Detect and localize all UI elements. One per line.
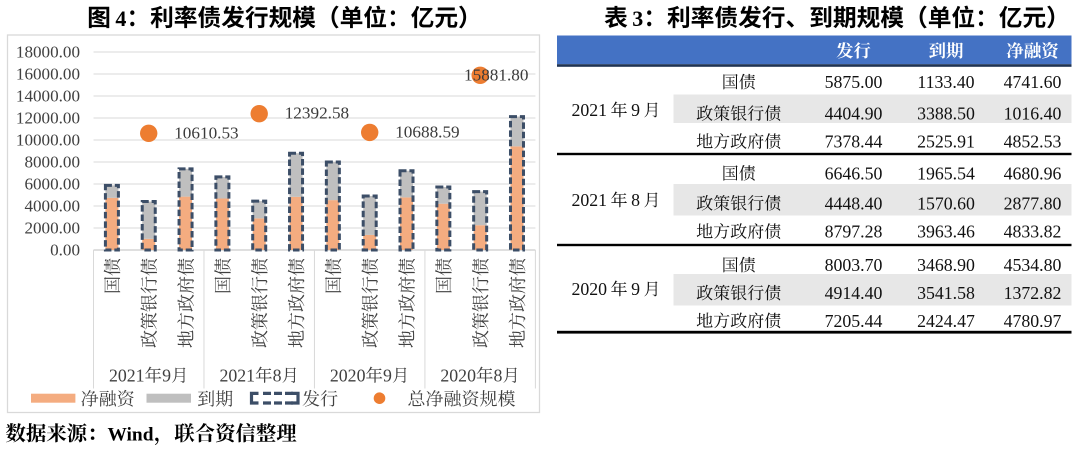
svg-text:7205.44: 7205.44 xyxy=(825,311,883,331)
svg-text:14000.00: 14000.00 xyxy=(16,87,80,106)
svg-text:4000.00: 4000.00 xyxy=(24,197,80,216)
svg-text:3541.58: 3541.58 xyxy=(917,283,975,303)
svg-text:10000.00: 10000.00 xyxy=(16,131,80,150)
svg-text:12392.58: 12392.58 xyxy=(285,104,349,123)
svg-text:4: 4 xyxy=(115,6,126,31)
svg-text:3963.46: 3963.46 xyxy=(917,222,975,242)
svg-text:8000.00: 8000.00 xyxy=(24,153,80,172)
svg-text:3: 3 xyxy=(632,6,643,31)
svg-text:12000.00: 12000.00 xyxy=(16,109,80,128)
svg-text:2020: 2020 xyxy=(440,366,476,386)
svg-text:2021: 2021 xyxy=(109,366,145,386)
svg-text:2525.91: 2525.91 xyxy=(917,132,975,152)
svg-text:4914.40: 4914.40 xyxy=(825,283,883,303)
svg-text:4404.90: 4404.90 xyxy=(825,104,883,124)
svg-text:6646.50: 6646.50 xyxy=(825,163,883,183)
svg-text:1570.60: 1570.60 xyxy=(917,193,975,213)
svg-text:9: 9 xyxy=(631,279,640,299)
svg-text:8797.28: 8797.28 xyxy=(825,222,883,242)
svg-text:5875.00: 5875.00 xyxy=(825,72,883,92)
svg-text:8: 8 xyxy=(494,366,503,386)
svg-text:2000.00: 2000.00 xyxy=(24,219,80,238)
svg-text:18000.00: 18000.00 xyxy=(16,43,80,62)
svg-text:2424.47: 2424.47 xyxy=(917,311,975,331)
svg-text:6000.00: 6000.00 xyxy=(24,175,80,194)
svg-text:1016.40: 1016.40 xyxy=(1004,104,1062,124)
svg-text:4833.82: 4833.82 xyxy=(1004,222,1062,242)
svg-text:2020: 2020 xyxy=(572,279,608,299)
svg-text:15881.80: 15881.80 xyxy=(464,65,528,84)
svg-text:9: 9 xyxy=(631,100,640,120)
svg-text:8: 8 xyxy=(273,366,282,386)
svg-text:10688.59: 10688.59 xyxy=(395,122,459,141)
svg-text:3388.50: 3388.50 xyxy=(917,104,975,124)
svg-text:4852.53: 4852.53 xyxy=(1004,132,1062,152)
svg-text:8: 8 xyxy=(631,190,640,210)
svg-text:2877.80: 2877.80 xyxy=(1004,193,1062,213)
svg-text:2020: 2020 xyxy=(330,366,366,386)
svg-text:2021: 2021 xyxy=(572,190,608,210)
svg-text:Wind: Wind xyxy=(108,425,154,446)
svg-text:8003.70: 8003.70 xyxy=(825,255,883,275)
svg-text:3468.90: 3468.90 xyxy=(917,255,975,275)
svg-text:4741.60: 4741.60 xyxy=(1004,72,1062,92)
svg-text:10610.53: 10610.53 xyxy=(174,123,238,142)
svg-text:16000.00: 16000.00 xyxy=(16,65,80,84)
svg-text:1372.82: 1372.82 xyxy=(1004,283,1062,303)
svg-text:0.00: 0.00 xyxy=(50,241,80,260)
svg-text:4680.96: 4680.96 xyxy=(1004,163,1062,183)
svg-text:4534.80: 4534.80 xyxy=(1004,255,1062,275)
svg-text:2021: 2021 xyxy=(220,366,256,386)
svg-text:9: 9 xyxy=(162,366,171,386)
svg-text:7378.44: 7378.44 xyxy=(825,132,883,152)
svg-text:4780.97: 4780.97 xyxy=(1004,311,1062,331)
svg-text:9: 9 xyxy=(383,366,392,386)
svg-text:1133.40: 1133.40 xyxy=(917,72,974,92)
svg-text:1965.54: 1965.54 xyxy=(917,163,975,183)
svg-text:2021: 2021 xyxy=(572,100,608,120)
svg-text:4448.40: 4448.40 xyxy=(825,193,883,213)
